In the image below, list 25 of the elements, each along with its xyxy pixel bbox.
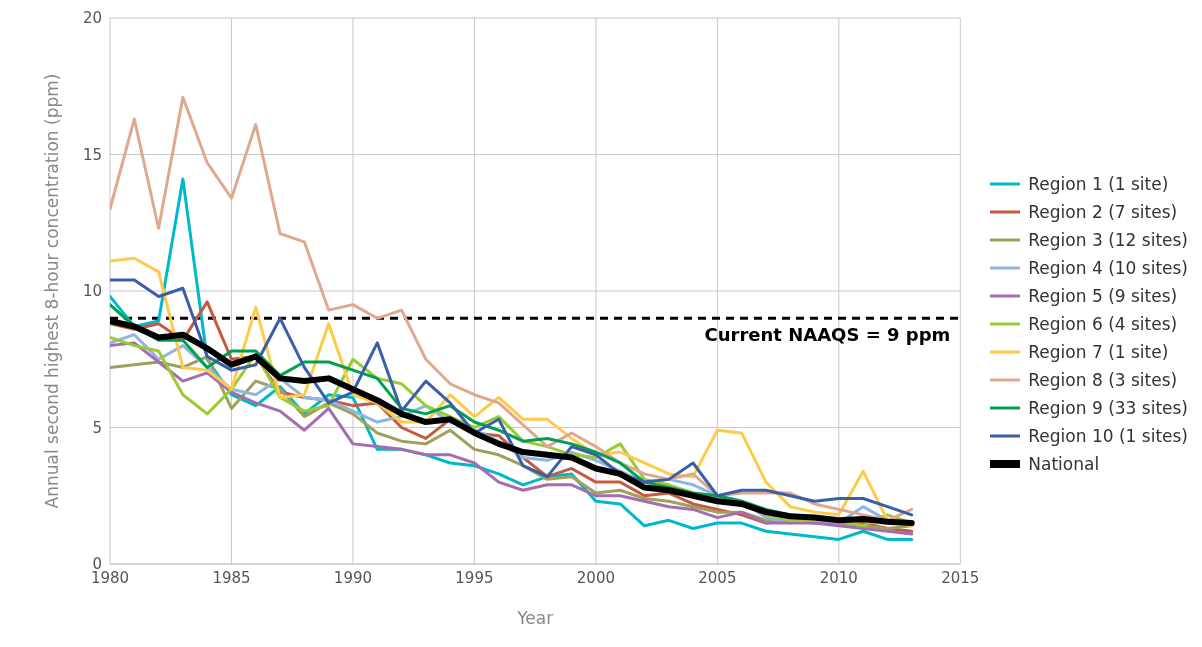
x-tick-label: 2010 [819, 568, 858, 587]
legend-label: Region 2 (7 sites) [1028, 201, 1178, 224]
y-tick-label: 15 [82, 145, 102, 164]
ref-line-label: Current NAAQS = 9 ppm [704, 324, 951, 346]
legend-label: Region 1 (1 site) [1028, 173, 1169, 196]
x-tick-label: 2015 [941, 568, 980, 587]
x-tick-label: 1990 [333, 568, 373, 587]
legend-label: Region 3 (12 sites) [1028, 229, 1188, 252]
x-tick-label: 2005 [698, 568, 737, 587]
legend-label: Region 7 (1 site) [1028, 341, 1169, 364]
y-tick-label: 10 [82, 282, 102, 301]
x-tick-label: 2000 [576, 568, 615, 587]
legend-label: Region 8 (3 sites) [1028, 369, 1178, 392]
y-axis-title: Annual second highest 8-hour concentration (ppm) [42, 73, 63, 509]
legend-label: Region 9 (33 sites) [1028, 397, 1188, 420]
y-tick-label: 5 [92, 418, 102, 437]
legend-label: Region 10 (1 sites) [1028, 425, 1188, 448]
x-tick-label: 1995 [455, 568, 494, 587]
legend-label: Region 6 (4 sites) [1028, 313, 1178, 336]
legend-label: National [1028, 453, 1100, 476]
y-tick-label: 20 [82, 9, 102, 28]
x-axis-title: Year [516, 608, 554, 629]
legend-label: Region 5 (9 sites) [1028, 285, 1178, 308]
legend-label: Region 4 (10 sites) [1028, 257, 1188, 280]
x-tick-label: 1985 [212, 568, 251, 587]
